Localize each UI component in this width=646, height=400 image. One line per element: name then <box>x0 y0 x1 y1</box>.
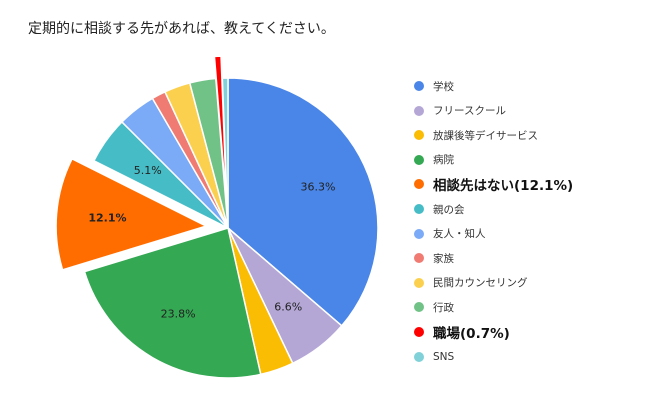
legend-item-8: 民間カウンセリング <box>414 273 528 293</box>
legend-swatch <box>414 81 424 91</box>
legend-swatch <box>414 327 424 337</box>
legend-label: 民間カウンセリング <box>433 277 528 290</box>
pie-data-label-5: 5.1% <box>134 164 162 177</box>
legend-label: 行政 <box>433 301 454 314</box>
legend-label: フリースクール <box>433 105 506 118</box>
chart-title: 定期的に相談する先があれば、教えてください。 <box>28 21 335 37</box>
legend-item-1: フリースクール <box>414 101 506 121</box>
legend-item-11: SNS <box>414 347 454 367</box>
legend-swatch <box>414 179 424 190</box>
legend-item-6: 友人・知人 <box>414 224 486 244</box>
pie-slice-3 <box>83 227 262 379</box>
legend-swatch <box>414 105 424 116</box>
pie-data-label-4: 12.1% <box>88 212 126 225</box>
legend-label: 友人・知人 <box>433 228 486 241</box>
legend-swatch <box>414 228 424 239</box>
legend-label: SNS <box>433 350 455 363</box>
legend-item-9: 行政 <box>414 297 454 317</box>
legend-swatch <box>414 253 424 264</box>
legend-label: 相談先はない(12.1%) <box>433 178 574 195</box>
pie-data-label-0: 36.3% <box>300 181 335 194</box>
pie-slice-11 <box>221 77 229 229</box>
legend-swatch <box>414 277 424 288</box>
legend-item-7: 家族 <box>414 248 454 268</box>
pie-data-label-1: 6.6% <box>274 301 302 314</box>
legend-item-4: 相談先はない(12.1%) <box>414 174 573 194</box>
legend-item-3: 病院 <box>414 150 454 170</box>
legend-item-2: 放課後等デイサービス <box>414 125 538 145</box>
legend-swatch <box>414 302 424 313</box>
pie-slice-0 <box>227 77 379 327</box>
legend-item-0: 学校 <box>414 76 454 96</box>
legend-swatch <box>414 351 424 362</box>
pie-slice-4 <box>55 157 209 271</box>
legend-swatch <box>414 204 424 214</box>
legend-label: 学校 <box>433 80 454 93</box>
legend-label: 病院 <box>433 154 454 167</box>
legend-label: 職場(0.7%) <box>433 326 510 342</box>
legend-swatch <box>414 130 424 141</box>
legend-label: 親の会 <box>433 203 465 216</box>
pie-data-label-3: 23.8% <box>161 308 196 321</box>
legend-label: 放課後等デイサービス <box>433 129 538 142</box>
legend-item-5: 親の会 <box>414 199 465 219</box>
legend-swatch <box>414 154 424 165</box>
legend-label: 家族 <box>433 252 454 265</box>
legend-item-10: 職場(0.7%) <box>414 322 510 342</box>
pie-slice-10 <box>213 55 228 207</box>
